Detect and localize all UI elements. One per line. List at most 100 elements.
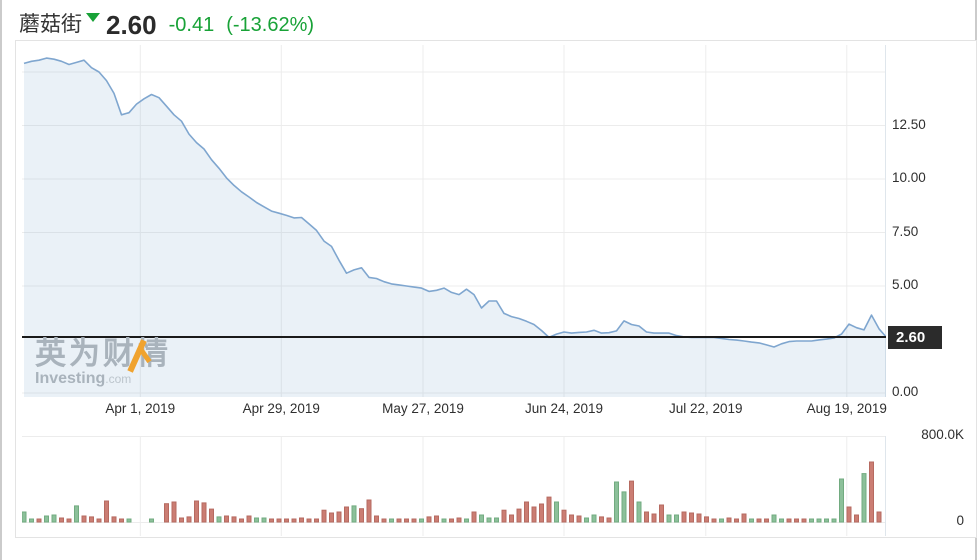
y-axis-volume-label: 0 <box>956 513 964 528</box>
volume-bar-up <box>719 518 724 523</box>
volume-bar-down <box>569 514 574 523</box>
volume-bar-down <box>224 515 229 523</box>
volume-bar-down <box>81 515 87 523</box>
volume-bar-up <box>419 518 424 523</box>
current-price-line <box>22 336 886 339</box>
volume-bar-up <box>486 517 492 523</box>
volume-bar-down <box>269 518 274 523</box>
volume-bar-down <box>876 511 882 523</box>
volume-bar-up <box>591 514 597 523</box>
volume-bar-down <box>531 506 537 523</box>
volume-bar-down <box>374 515 379 523</box>
volume-bar-down <box>291 518 297 523</box>
y-axis-price-label: 10.00 <box>892 170 926 185</box>
volume-bar-up <box>779 518 784 523</box>
volume-bar-down <box>179 517 184 523</box>
volume-bar-up <box>44 515 49 523</box>
volume-bar-down <box>366 499 372 523</box>
volume-bar-down <box>696 513 702 523</box>
volume-bar-down <box>381 518 387 523</box>
volume-bar-down <box>411 518 417 523</box>
volume-bar-down <box>801 518 807 523</box>
volume-bar-up <box>464 518 469 523</box>
volume-bar-down <box>306 518 312 523</box>
volume-bar-down <box>456 517 462 523</box>
volume-bar-up <box>216 516 222 523</box>
volume-bar-down <box>329 512 334 523</box>
volume-bar-down <box>96 518 102 523</box>
watermark-english: Investing.com <box>35 370 132 387</box>
chart-widget[interactable]: 英为财情 Investing.com 2.60 12.50 10.00 7.50 5.… <box>15 40 977 538</box>
price-change-percent: (-13.62%) <box>226 14 315 36</box>
volume-bar-up <box>674 514 679 523</box>
volume-bar-chart[interactable] <box>22 436 886 536</box>
volume-bar-up <box>29 518 34 523</box>
volume-bar-down <box>209 508 214 523</box>
y-axis-price-label: 7.50 <box>892 223 919 239</box>
volume-bar-down <box>201 502 207 523</box>
volume-bar-down <box>711 518 717 523</box>
watermark-logo: 英为财情 Investing.com <box>35 337 171 387</box>
volume-bar-up <box>74 505 79 523</box>
volume-bar-down <box>186 516 192 523</box>
volume-bar-up <box>839 478 844 523</box>
quote-header: 蘑菇街 2.60 -0.41 (-13.62%) <box>19 6 314 40</box>
volume-bar-down <box>501 509 507 523</box>
volume-bar-up <box>261 517 267 523</box>
symbol-name: 蘑菇街 <box>19 13 82 36</box>
volume-bar-down <box>546 496 552 523</box>
volume-bar-down <box>741 513 747 523</box>
volume-bar-down <box>539 503 544 523</box>
volume-bar-down <box>246 515 252 523</box>
volume-bar-down <box>299 517 304 523</box>
x-axis-date-label: May 27, 2019 <box>382 401 464 416</box>
volume-bar-down <box>606 517 612 523</box>
volume-bar-down <box>629 480 634 523</box>
x-axis-date-label: Apr 29, 2019 <box>242 401 320 416</box>
volume-bar-down <box>561 509 567 523</box>
volume-bar-down <box>846 506 852 523</box>
volume-bar-up <box>126 518 132 523</box>
volume-bar-down <box>794 518 799 523</box>
x-axis-date-label: Jun 24, 2019 <box>524 401 604 416</box>
volume-bar-down <box>524 501 529 523</box>
volume-bar-down <box>726 517 732 523</box>
volume-bar-down <box>734 518 739 523</box>
volume-bar-down <box>336 511 342 523</box>
volume-bar-down <box>111 516 117 523</box>
volume-bar-down <box>119 518 124 523</box>
volume-bar-up <box>621 491 627 523</box>
volume-bar-up <box>494 517 499 523</box>
y-axis-price-label: 5.00 <box>892 277 919 292</box>
volume-bar-up <box>666 514 672 523</box>
price-area-chart[interactable] <box>22 45 886 397</box>
volume-bar-down <box>426 516 432 523</box>
watermark-chinese: 英为财情 <box>35 336 171 371</box>
volume-bar-down <box>194 500 199 523</box>
y-axis-volume-label: 800.0K <box>921 427 964 442</box>
volume-bar-down <box>869 461 874 523</box>
volume-bar-up <box>22 511 27 523</box>
volume-bar-down <box>704 516 709 523</box>
volume-bar-down <box>681 511 687 523</box>
volume-bar-down <box>36 518 42 523</box>
volume-bar-down <box>764 518 769 523</box>
volume-bar-down <box>689 512 694 523</box>
volume-bar-down <box>239 518 244 523</box>
volume-bar-down <box>786 518 792 523</box>
volume-bar-up <box>584 517 589 523</box>
volume-bar-down <box>344 506 349 523</box>
volume-bar-up <box>816 518 822 523</box>
volume-bar-down <box>321 509 327 523</box>
y-axis-price-label: 12.50 <box>892 116 926 132</box>
volume-bar-down <box>576 515 582 523</box>
volume-bar-down <box>89 516 94 523</box>
volume-bar-up <box>824 518 829 523</box>
volume-bar-down <box>314 518 319 523</box>
volume-bar-up <box>479 514 484 523</box>
y-axis-price-label: 0.00 <box>892 384 919 399</box>
volume-bar-up <box>441 518 447 523</box>
volume-bar-down <box>104 500 109 523</box>
volume-bar-down <box>164 503 169 523</box>
